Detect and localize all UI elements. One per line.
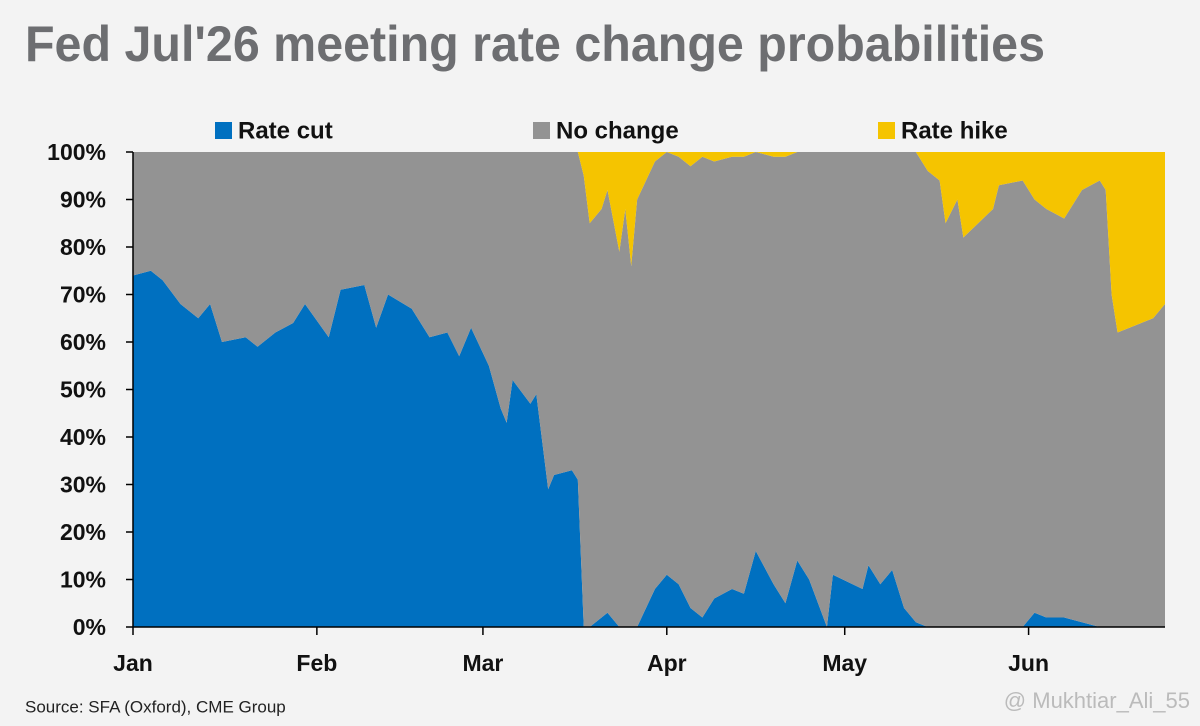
y-tick-label: 30% — [60, 472, 106, 498]
x-tick-label: Mar — [462, 650, 503, 676]
watermark: @ Mukhtiar_Ali_55 — [1004, 688, 1190, 713]
legend-label: Rate hike — [901, 117, 1008, 144]
legend-swatch — [878, 122, 895, 139]
x-tick-label: Apr — [647, 650, 687, 676]
x-tick-label: Jan — [113, 650, 153, 676]
area — [133, 270, 1165, 627]
area — [133, 152, 1165, 627]
legend-swatch — [533, 122, 550, 139]
y-tick-label: 60% — [60, 329, 106, 355]
legend-swatch — [215, 122, 232, 139]
x-tick-label: Feb — [296, 650, 337, 676]
legend-label: No change — [556, 117, 679, 144]
y-tick-label: 40% — [60, 424, 106, 450]
y-tick-label: 70% — [60, 282, 106, 308]
y-tick-label: 80% — [60, 234, 106, 260]
legend-label: Rate cut — [238, 117, 333, 144]
y-tick-label: 10% — [60, 567, 106, 593]
plot-area: 0% 10% 20% 30% 40% 50% 60% 70% 80% 90% 100% Jan Feb M… — [47, 117, 1165, 676]
y-tick-label: 100% — [47, 139, 106, 165]
y-tick-label: 90% — [60, 187, 106, 213]
y-tick-label: 20% — [60, 519, 106, 545]
chart-title: Fed Jul'26 meeting rate change probabili… — [25, 16, 1045, 72]
x-tick-label: May — [822, 650, 867, 676]
x-tick-label: Jun — [1008, 650, 1049, 676]
y-tick-label: 50% — [60, 377, 106, 403]
y-tick-label: 0% — [73, 614, 106, 640]
source: Source: SFA (Oxford), CME Group — [25, 697, 286, 716]
area — [133, 152, 1165, 333]
